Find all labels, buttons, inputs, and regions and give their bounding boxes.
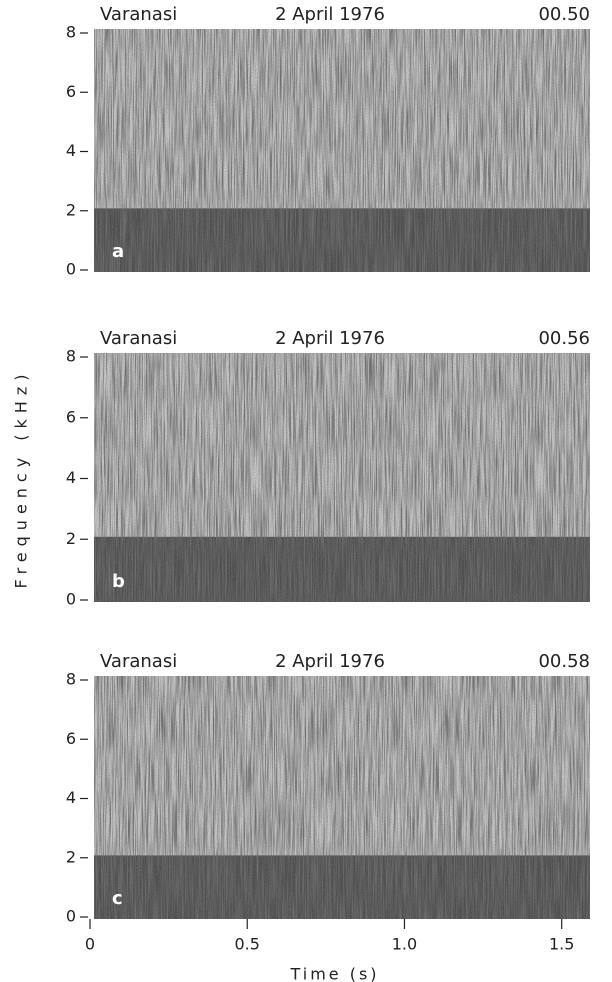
- y-tick-label: 2: [66, 529, 76, 548]
- y-tick-label: 4: [66, 141, 76, 160]
- location: Varanasi: [100, 4, 177, 25]
- x-tick-label: 0.5: [235, 935, 260, 954]
- location: Varanasi: [100, 328, 177, 349]
- y-tick-label: 8: [66, 670, 76, 689]
- y-tick-label: 6: [66, 82, 76, 101]
- spectrogram-speckle: [94, 29, 590, 272]
- time: 00.58: [538, 651, 590, 672]
- x-axis-label: Time (s): [289, 965, 379, 982]
- date: 2 April 1976: [275, 4, 385, 25]
- y-tick-label: 4: [66, 468, 76, 487]
- y-tick-label: 6: [66, 729, 76, 748]
- y-axis-label: Frequency (kHz): [12, 369, 31, 589]
- y-tick-label: 6: [66, 407, 76, 426]
- y-tick-label: 8: [66, 347, 76, 366]
- panel-label: a: [112, 241, 124, 262]
- date: 2 April 1976: [275, 328, 385, 349]
- y-tick-label: 0: [66, 590, 76, 609]
- x-tick-label: 1.0: [392, 935, 417, 954]
- y-tick-label: 4: [66, 788, 76, 807]
- spectrogram-speckle: [94, 353, 590, 602]
- y-tick-label: 2: [66, 200, 76, 219]
- x-tick-label: 0: [85, 935, 95, 954]
- x-tick-label: 1.5: [549, 935, 574, 954]
- y-tick-label: 0: [66, 907, 76, 926]
- date: 2 April 1976: [275, 651, 385, 672]
- y-tick-label: 0: [66, 260, 76, 279]
- y-tick-label: 8: [66, 23, 76, 42]
- panel-label: b: [112, 571, 125, 592]
- spectrogram-speckle: [94, 676, 590, 919]
- y-tick-label: 2: [66, 847, 76, 866]
- time: 00.50: [538, 4, 590, 25]
- panel-label: c: [112, 888, 123, 909]
- time: 00.56: [538, 328, 590, 349]
- location: Varanasi: [100, 651, 177, 672]
